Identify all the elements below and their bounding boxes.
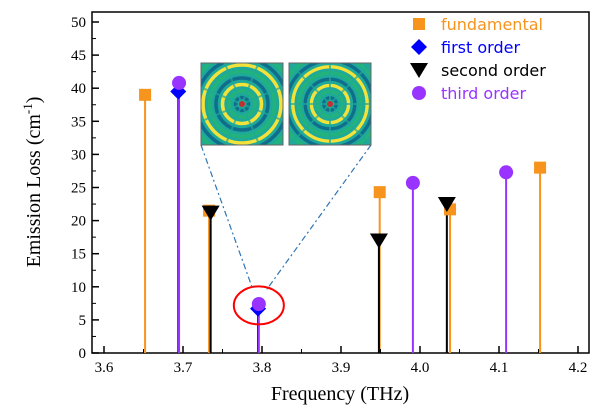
legend-marker xyxy=(412,86,426,100)
data-point xyxy=(437,197,456,213)
y-tick-label: 35 xyxy=(71,114,86,130)
data-point xyxy=(201,205,220,221)
field-ring xyxy=(220,82,264,126)
field-ring xyxy=(233,95,251,113)
data-point xyxy=(405,175,420,190)
x-tick-label: 4.1 xyxy=(490,360,509,376)
stick-lines xyxy=(144,82,542,353)
y-tick-label: 10 xyxy=(71,280,86,296)
field-core xyxy=(327,101,333,107)
data-point xyxy=(373,186,386,199)
field-pattern-icon xyxy=(200,62,284,146)
field-ring xyxy=(214,76,270,132)
field-ring xyxy=(207,69,277,139)
field-core xyxy=(239,101,245,107)
x-tick-label: 3.9 xyxy=(332,360,351,376)
data-point xyxy=(172,75,187,90)
data-point xyxy=(139,88,152,101)
legend-label: third order xyxy=(441,84,526,103)
highlight-ellipse xyxy=(232,285,285,326)
y-tick-label: 15 xyxy=(71,247,86,263)
field-ring xyxy=(227,89,257,119)
y-tick-label: 20 xyxy=(71,214,86,230)
legend-marker xyxy=(410,63,428,78)
y-tick-label: 25 xyxy=(71,181,86,197)
x-tick-label: 3.7 xyxy=(174,360,193,376)
data-point xyxy=(251,297,266,312)
y-tick-label: 0 xyxy=(79,346,87,362)
axes: 3.6 3.7 3.8 3.9 4.0 4.1 4.2 0 5 10 15 20 25 30 35 40 45 5… xyxy=(71,15,587,376)
y-tick-label: 45 xyxy=(71,48,86,64)
data-point xyxy=(534,161,547,174)
legend-label: second order xyxy=(441,61,546,80)
field-pattern-icon xyxy=(288,62,372,146)
data-markers xyxy=(139,75,547,317)
data-point xyxy=(499,165,514,180)
legend-label: first order xyxy=(441,38,520,57)
y-tick-label: 40 xyxy=(71,81,86,97)
x-tick-label: 4.2 xyxy=(569,360,588,376)
field-ring xyxy=(201,63,283,145)
leader-line-right xyxy=(266,144,372,290)
y-tick-label: 30 xyxy=(71,147,86,163)
legend-label: fundamental xyxy=(441,15,543,34)
y-axis-title: Emission Loss (cm-1) xyxy=(20,97,45,268)
legend-marker xyxy=(413,18,425,30)
legend-marker xyxy=(411,39,427,55)
x-tick-label: 3.6 xyxy=(95,360,114,376)
data-point xyxy=(369,233,388,249)
x-axis-title: Frequency (THz) xyxy=(271,383,409,405)
y-tick-label: 50 xyxy=(71,15,86,31)
legend: fundamental first order second order third … xyxy=(410,15,546,103)
y-tick-label: 5 xyxy=(79,313,87,329)
leader-line-left xyxy=(200,144,254,290)
inset-images xyxy=(200,62,372,146)
x-tick-label: 3.8 xyxy=(253,360,272,376)
inset-callout xyxy=(200,144,372,326)
x-tick-label: 4.0 xyxy=(411,360,430,376)
